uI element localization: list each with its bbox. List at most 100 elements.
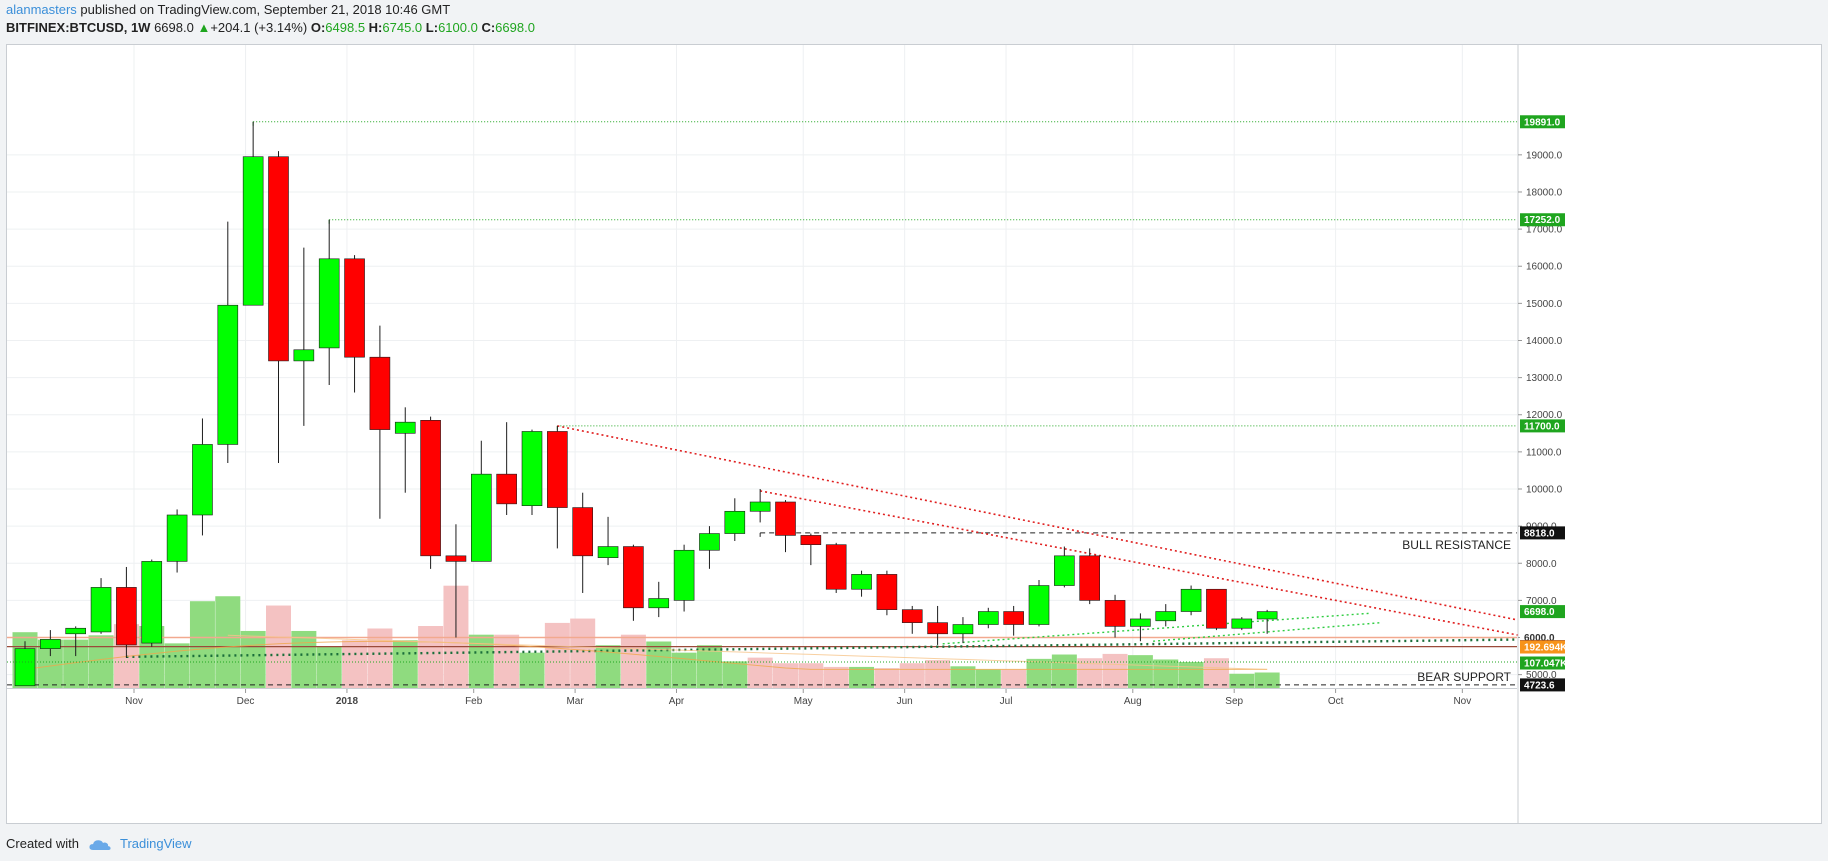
trendlines (126, 425, 1531, 659)
level-price-label: 19891.0 (1524, 117, 1561, 128)
symbol-label: BITFINEX:BTCUSD, 1W (6, 20, 151, 35)
volume-bar-down (620, 634, 646, 688)
trendline (942, 612, 1369, 645)
candles (14, 121, 1278, 687)
volume-bar-up (696, 645, 722, 688)
level-caption: BULL RESISTANCE (1402, 538, 1511, 552)
y-tick-label: 7000.0 (1526, 596, 1557, 607)
volume-bar-up (849, 666, 875, 688)
open-label: O: (310, 20, 326, 35)
up-arrow-icon: ▲ (197, 20, 211, 35)
x-tick-label: Nov (125, 696, 143, 707)
volume-bar-down (418, 626, 444, 688)
volume-label: 107.047K (1524, 659, 1568, 670)
x-tick-label: Nov (1453, 696, 1471, 707)
trendline (1153, 621, 1382, 642)
candle-up (1054, 555, 1075, 586)
candle-up (521, 431, 543, 507)
open-value: 6498.5 (325, 20, 366, 35)
volume-bar-down (823, 666, 849, 688)
level-price-label: 8818.0 (1524, 528, 1555, 539)
candle-up (724, 510, 746, 534)
close-value: 6698.0 (495, 20, 535, 35)
volume-bar-up (1127, 655, 1153, 688)
tradingview-link[interactable]: TradingView (120, 836, 192, 851)
volume-bar-up (1153, 659, 1179, 688)
candle-down (927, 622, 948, 635)
level-price-label-bg (1520, 419, 1565, 433)
volume-bars (12, 585, 1280, 688)
candlestick-chart[interactable]: BULL RESISTANCE BEAR SUPPORT 5000.0 6000.0… (7, 45, 1821, 823)
price-axis-bg (1518, 45, 1821, 823)
candle-up (394, 421, 416, 434)
level-price-label-bg (1520, 526, 1565, 540)
level-caption: BEAR SUPPORT (1417, 670, 1511, 684)
volume-bar-down (1102, 653, 1128, 688)
candle-down (623, 546, 644, 609)
volume-bar-up (468, 634, 494, 688)
candle-down (1003, 611, 1024, 625)
candle-up (65, 627, 87, 635)
candle-up (90, 587, 112, 633)
y-tick-label: 13000.0 (1526, 373, 1563, 384)
candle-down (572, 507, 594, 557)
close-label: C: (481, 20, 496, 35)
candle-up (851, 574, 872, 590)
x-tick-label: Jun (897, 696, 913, 707)
candle-down (344, 258, 365, 358)
volume-bar-down (1203, 658, 1229, 688)
candle-up (1155, 611, 1177, 622)
volume-bar-down (544, 622, 570, 688)
candle-down (800, 535, 822, 545)
volume-ma-label: 192.694K (1524, 643, 1568, 654)
ohlc-legend: BITFINEX:BTCUSD, 1W 6698.0 ▲+204.1 (+3.1… (6, 20, 535, 35)
volume-bar-down (747, 657, 773, 688)
volume-ma-line (24, 640, 1268, 670)
candle-down (420, 420, 441, 557)
candle-up (318, 258, 340, 349)
x-tick-label: Aug (1124, 696, 1142, 707)
volume-ma-line-2 (227, 634, 1268, 670)
candle-down (496, 473, 517, 505)
y-tick-label: 19000.0 (1526, 150, 1563, 161)
author-link[interactable]: alanmasters (6, 2, 77, 17)
volume-bar-up (316, 646, 342, 688)
candle-up (749, 501, 771, 512)
candle-up (1231, 618, 1253, 629)
volume-bar-down (899, 663, 925, 688)
candle-down (1104, 600, 1126, 627)
last-price: 6698.0 (154, 20, 194, 35)
volume-bar-up (392, 640, 418, 688)
chart-area[interactable]: BULL RESISTANCE BEAR SUPPORT 5000.0 6000.0… (6, 44, 1822, 824)
current-price-label-bg (1520, 605, 1565, 619)
candle-up (1256, 611, 1278, 620)
level-price-label-bg (1520, 678, 1565, 692)
candle-down (445, 555, 467, 562)
published-text: published on TradingView.com, September … (76, 2, 451, 17)
candle-down (116, 587, 137, 646)
y-tick-label: 17000.0 (1526, 225, 1563, 236)
candle-up (293, 349, 315, 362)
volume-bar-up (291, 630, 317, 688)
candle-up (1180, 588, 1202, 612)
volume-label-bg (1520, 656, 1565, 670)
candle-up (699, 533, 720, 551)
volume-bar-down (494, 634, 520, 688)
x-tick-label: May (794, 696, 813, 707)
y-tick-label: 10000.0 (1526, 485, 1563, 496)
candle-down (369, 356, 391, 430)
volume-bar-up (1254, 672, 1280, 688)
volume-bar-down (925, 660, 951, 688)
volume-bar-down (798, 663, 824, 688)
candle-down (547, 431, 568, 508)
candle-up (141, 561, 163, 644)
level-price-label: 6000.0 (1524, 633, 1555, 644)
volume-bar-up (240, 630, 266, 688)
volume-bar-up (950, 666, 976, 688)
x-tick-label: Dec (237, 696, 255, 707)
high-value: 6745.0 (382, 20, 423, 35)
candle-up (1130, 618, 1151, 627)
candle-up (673, 549, 695, 601)
trendline (760, 490, 1531, 639)
created-with-label: Created with (6, 836, 79, 851)
